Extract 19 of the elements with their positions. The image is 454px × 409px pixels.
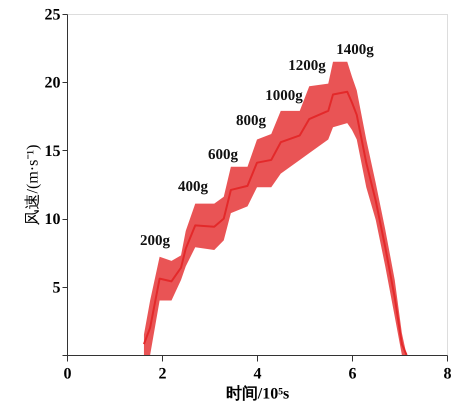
annotation: 600g	[208, 147, 238, 163]
x-tick-label: 0	[64, 366, 72, 382]
x-tick-label: 4	[254, 366, 262, 382]
x-tick-label: 6	[348, 366, 356, 382]
y-tick-label: 20	[44, 74, 60, 92]
annotation: 1400g	[336, 42, 374, 58]
y-tick-label: 25	[44, 6, 60, 24]
x-axis-title: 时间/10⁵s	[226, 384, 290, 402]
y-axis-title: 风速/(m·s⁻¹)	[24, 144, 42, 226]
annotation: 1000g	[265, 88, 304, 104]
y-tick-label: 15	[44, 142, 60, 160]
annotation: 400g	[178, 179, 208, 195]
x-tick-label: 2	[158, 366, 166, 382]
annotation: 200g	[140, 233, 170, 249]
x-tick-label: 8	[444, 366, 452, 382]
y-tick-label: 10	[44, 211, 60, 228]
y-tick-label: 5	[52, 279, 60, 296]
annotation: 800g	[236, 113, 266, 129]
annotation: 1200g	[288, 58, 326, 74]
